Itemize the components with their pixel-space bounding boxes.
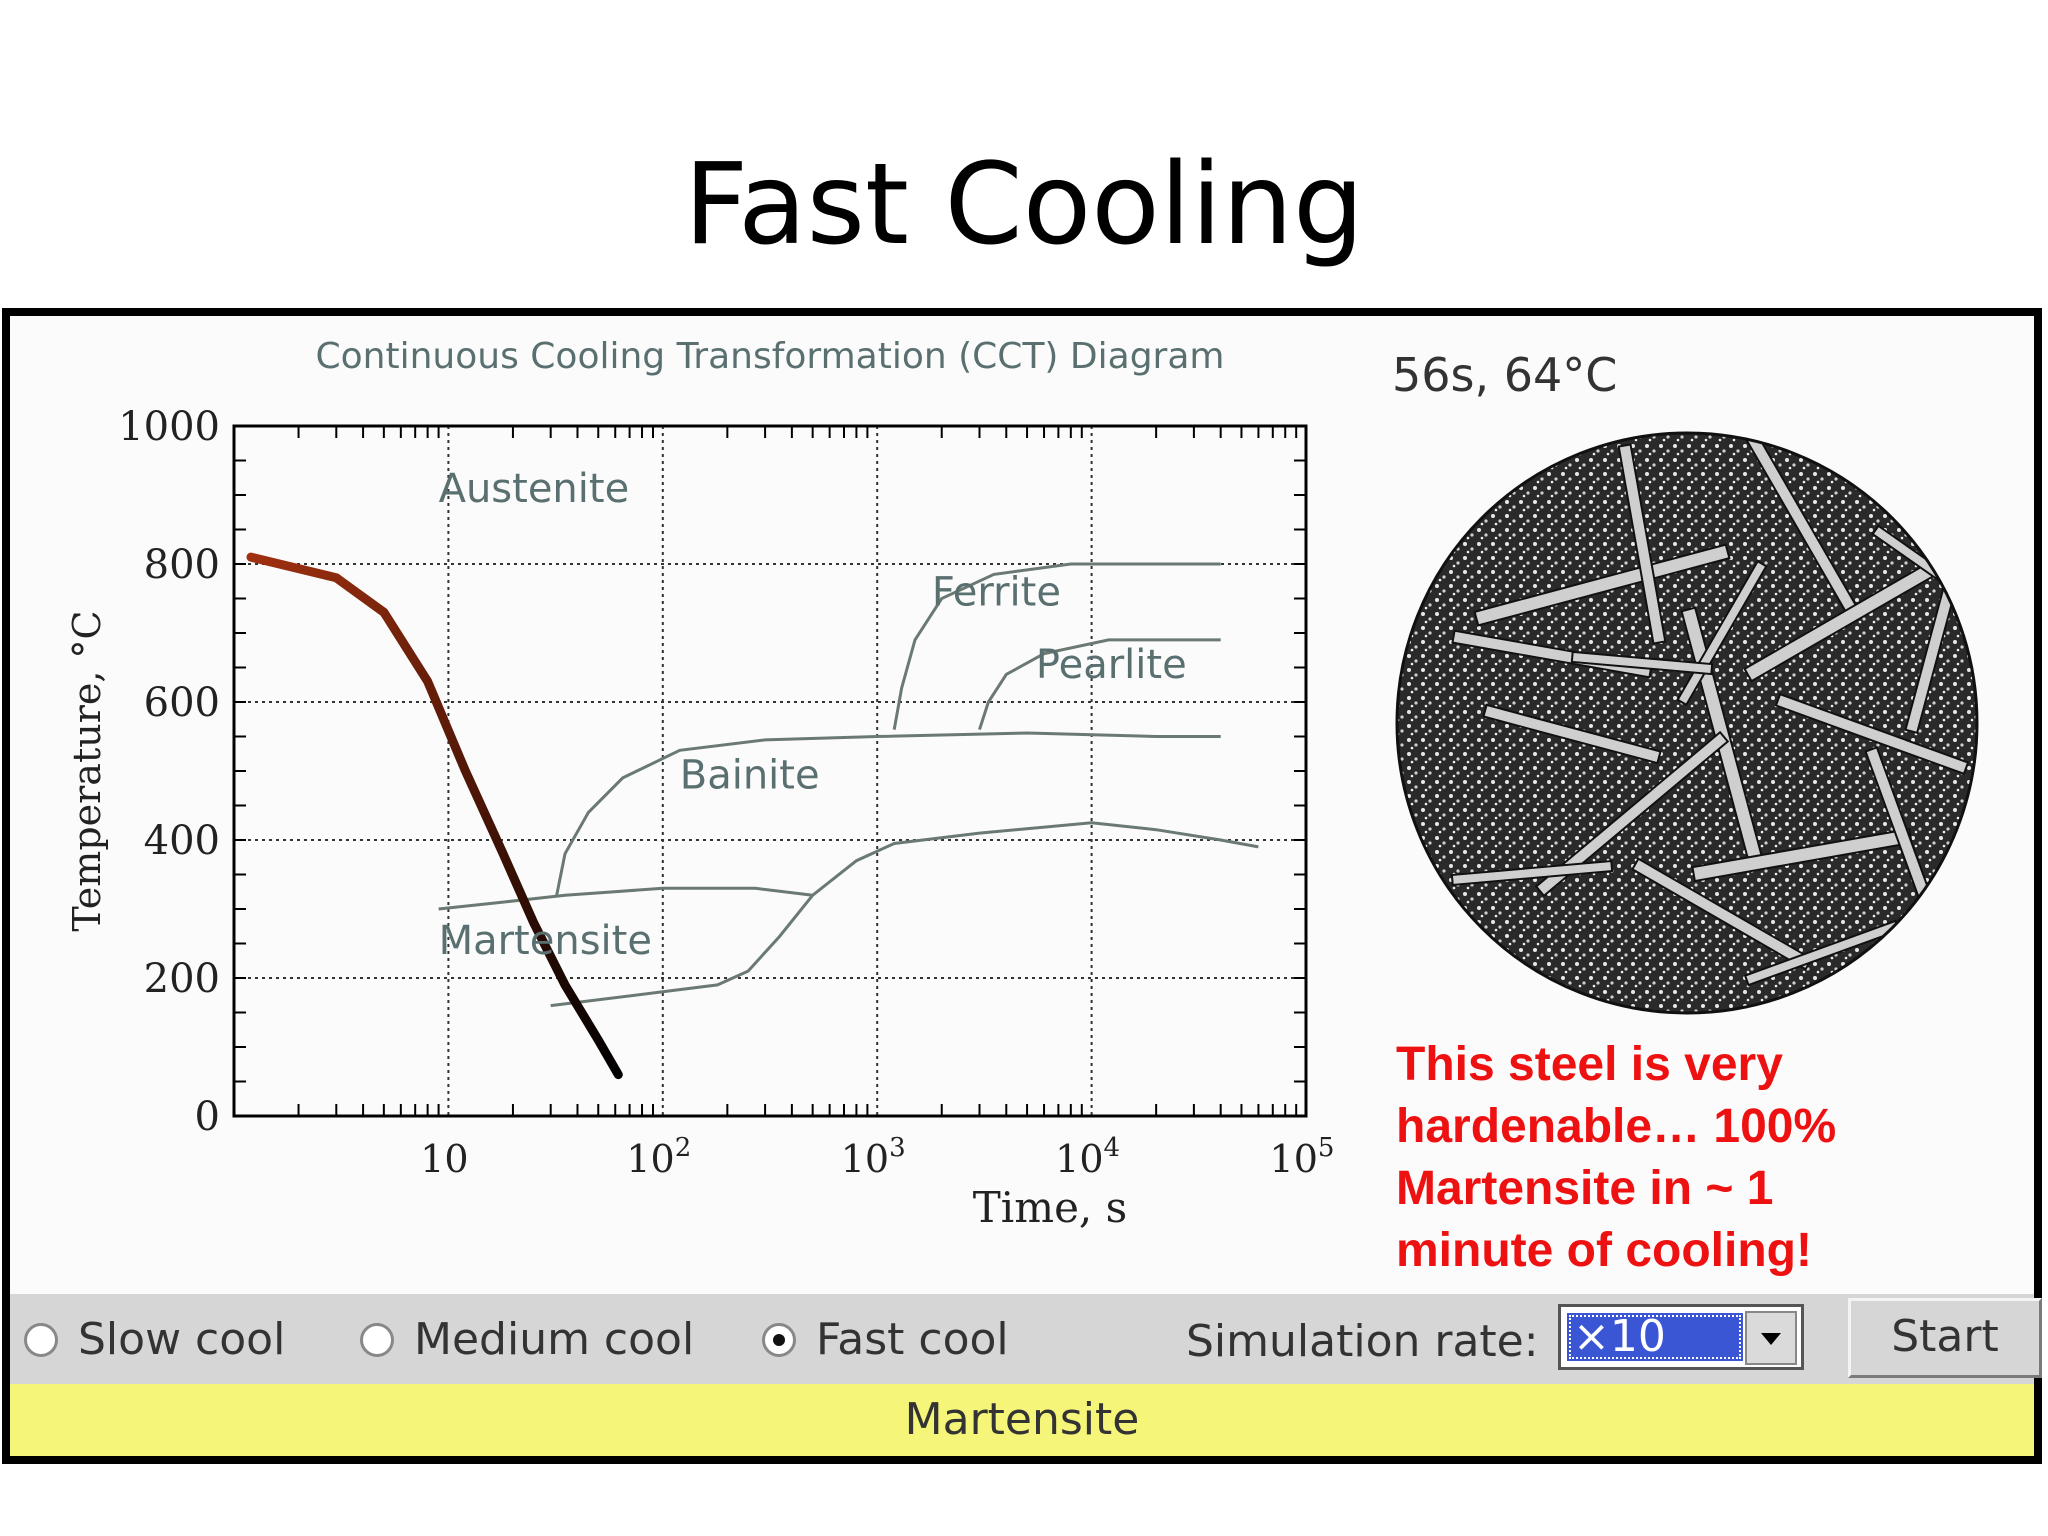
x-tick-label: 104 <box>1055 1133 1120 1181</box>
micrograph-image <box>1395 431 1979 1015</box>
y-axis-label: Temperature, °C <box>65 610 109 931</box>
fast-cool-label: Fast cool <box>816 1314 1009 1365</box>
region-label: Austenite <box>439 466 630 512</box>
slow-cool-radio-dot[interactable] <box>24 1322 58 1357</box>
y-tick-label: 0 <box>195 1094 220 1140</box>
martensite-micrograph-icon <box>1392 428 1982 1022</box>
hardenability-note: This steel is very hardenable… 100% Mart… <box>1396 1038 1837 1277</box>
martensite-plate <box>1691 827 1913 883</box>
control-bar: Slow cool Medium cool Fast cool Simulati… <box>10 1294 2042 1384</box>
fast-cool-radio-dot[interactable] <box>762 1322 796 1357</box>
cct-chart: Continuous Cooling Transformation (CCT) … <box>65 336 1334 1232</box>
martensite-plate <box>1473 543 1731 627</box>
martensite-plate <box>1534 730 1730 898</box>
simulation-rate-select[interactable]: ×10 <box>1558 1304 1804 1370</box>
transformation-curve-1 <box>555 731 1221 896</box>
cooling-curve <box>246 552 623 1080</box>
martensite-plate <box>1450 859 1614 887</box>
y-tick-label: 600 <box>144 680 220 726</box>
simulation-rate-label: Simulation rate: <box>1186 1316 1539 1367</box>
martensite-plate <box>1482 703 1662 765</box>
start-button[interactable]: Start <box>1848 1298 2042 1378</box>
y-tick-label: 200 <box>144 956 220 1002</box>
transformation-curve-2 <box>550 821 1259 1008</box>
cooling-curve-path <box>246 552 623 1080</box>
martensite-plate <box>1570 650 1714 676</box>
phase-status-bar: Martensite <box>10 1384 2034 1456</box>
medium-cool-radio-dot[interactable] <box>360 1322 394 1357</box>
fast-cool-radio[interactable]: Fast cool <box>762 1314 1009 1365</box>
x-axis-label: Time, s <box>973 1183 1127 1232</box>
x-tick-label: 103 <box>841 1133 906 1181</box>
chart-grid <box>234 426 1306 1116</box>
y-tick-label: 800 <box>144 542 220 588</box>
martensite-plate <box>1774 692 1970 776</box>
y-tick-label: 1000 <box>118 404 220 450</box>
transformation-curve-4 <box>978 638 1221 731</box>
slow-cool-label: Slow cool <box>78 1314 286 1365</box>
chevron-down-icon[interactable] <box>1745 1311 1797 1365</box>
slide-title: Fast Cooling <box>683 140 1365 270</box>
transformation-curves <box>438 562 1259 1008</box>
martensite-plate <box>1451 629 1653 679</box>
region-label: Ferrite <box>932 569 1061 615</box>
x-tick-label: 105 <box>1270 1133 1335 1181</box>
medium-cool-label: Medium cool <box>414 1314 695 1365</box>
martensite-plate <box>1617 443 1667 645</box>
cct-applet: Continuous Cooling Transformation (CCT) … <box>2 308 2042 1464</box>
region-label: Martensite <box>439 918 652 964</box>
simulation-rate-value: ×10 <box>1567 1313 1743 1361</box>
transformation-curve-3 <box>892 562 1221 730</box>
x-tick-label: 10 <box>420 1137 468 1181</box>
medium-cool-radio[interactable]: Medium cool <box>360 1314 694 1365</box>
phase-labels: Austenite Ferrite Pearlite Bainite Martensit… <box>439 466 1187 964</box>
y-tick-label: 400 <box>144 818 220 864</box>
transformation-curve-0 <box>438 886 813 911</box>
x-tick-label: 102 <box>626 1133 691 1181</box>
region-label: Pearlite <box>1036 642 1187 688</box>
axis-ticks: 0 200 400 600 800 1000 10 102 103 104 105 <box>118 404 1334 1181</box>
time-temperature-readout: 56s, 64°C <box>1392 348 1618 402</box>
chart-title: Continuous Cooling Transformation (CCT) … <box>316 336 1225 377</box>
region-label: Bainite <box>680 752 820 798</box>
slow-cool-radio[interactable]: Slow cool <box>24 1314 285 1365</box>
